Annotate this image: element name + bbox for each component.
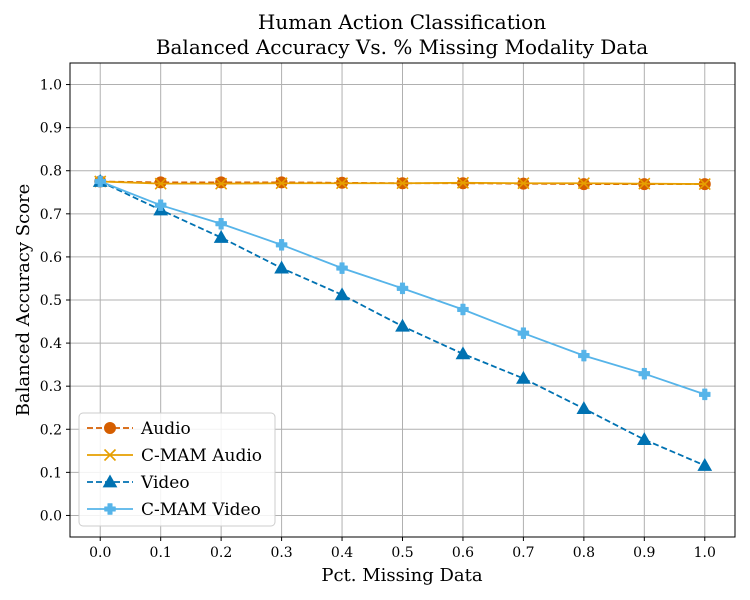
data-point-c-mam-audio bbox=[396, 177, 409, 190]
data-point-video bbox=[213, 230, 229, 243]
data-point-c-mam-video bbox=[275, 239, 288, 251]
data-point-c-mam-audio bbox=[577, 177, 590, 190]
data-point-c-mam-audio bbox=[517, 177, 530, 190]
legend: Audio C-MAM Audio Video C-MAM Video bbox=[78, 412, 276, 527]
legend-swatch-marker bbox=[104, 422, 116, 434]
plot-frame bbox=[69, 62, 736, 538]
data-point-c-mam-video bbox=[396, 282, 409, 295]
x-axis-label: Pct. Missing Data bbox=[321, 565, 483, 586]
data-point-c-mam-video bbox=[457, 303, 469, 316]
legend-item-audio: Audio bbox=[87, 419, 191, 439]
series-c-mam-audio bbox=[94, 175, 711, 191]
x-tick-label: 0.4 bbox=[331, 545, 353, 561]
series-layer bbox=[92, 173, 713, 471]
y-tick-label: 0.3 bbox=[40, 379, 62, 395]
data-point-video bbox=[455, 346, 471, 360]
legend-item-video: Video bbox=[87, 473, 190, 493]
legend-label: C-MAM Audio bbox=[141, 446, 262, 466]
x-tick-label: 0.6 bbox=[452, 545, 474, 561]
data-point-c-mam-audio bbox=[456, 176, 470, 189]
data-point-c-mam-video bbox=[215, 217, 227, 230]
data-point-c-mam-audio bbox=[215, 177, 228, 190]
data-point-video bbox=[636, 432, 652, 445]
legend-label: Audio bbox=[140, 419, 191, 439]
legend-swatch-marker bbox=[104, 503, 116, 515]
data-point-c-mam-video bbox=[517, 327, 530, 339]
y-tick-label: 0.6 bbox=[40, 250, 62, 266]
x-tick-label: 0.3 bbox=[270, 545, 292, 561]
data-point-c-mam-audio bbox=[698, 178, 711, 191]
legend-item-c-mam-audio: C-MAM Audio bbox=[87, 446, 262, 466]
legend-box bbox=[78, 412, 276, 527]
y-tick-label: 0.7 bbox=[40, 207, 62, 223]
data-point-audio bbox=[154, 176, 167, 189]
x-tick-label: 0.8 bbox=[573, 545, 595, 561]
legend-label: C-MAM Video bbox=[141, 500, 261, 520]
data-point-c-mam-video bbox=[94, 175, 106, 188]
x-tick-label: 0.9 bbox=[633, 545, 655, 561]
x-tick-label: 1.0 bbox=[694, 545, 716, 561]
data-point-c-mam-video bbox=[578, 349, 590, 362]
y-tick-label: 1.0 bbox=[40, 78, 62, 94]
data-point-video bbox=[395, 318, 410, 332]
data-point-c-mam-audio bbox=[335, 177, 349, 190]
y-tick-label: 0.2 bbox=[40, 422, 62, 438]
data-point-video bbox=[697, 457, 713, 471]
y-tick-label: 0.8 bbox=[40, 164, 62, 180]
data-point-c-mam-video bbox=[336, 262, 348, 274]
y-axis-label: Balanced Accuracy Score bbox=[13, 184, 34, 417]
data-point-c-mam-video bbox=[154, 199, 167, 211]
data-point-c-mam-video bbox=[638, 367, 651, 380]
x-tick-label: 0.7 bbox=[512, 545, 534, 561]
data-point-video bbox=[334, 287, 350, 301]
data-point-audio bbox=[215, 176, 228, 189]
x-tick-label: 0.1 bbox=[150, 545, 172, 561]
y-tick-label: 0.4 bbox=[40, 336, 62, 352]
x-tick-label: 0.5 bbox=[391, 545, 413, 561]
data-point-video bbox=[516, 370, 531, 384]
data-point-c-mam-audio bbox=[638, 177, 651, 190]
x-tick-label: 0.0 bbox=[89, 545, 111, 561]
series-c-mam-video bbox=[94, 175, 711, 401]
chart-title-line-1: Human Action Classification bbox=[258, 10, 546, 34]
legend-swatch-marker bbox=[102, 474, 118, 488]
axis-ticks: 0.0 0.1 0.2 0.3 0.4 0.5 0.6 0.7 0.8 0.9 1.0 0.0 0.1 0… bbox=[40, 78, 716, 561]
data-point-c-mam-audio bbox=[275, 177, 288, 190]
y-tick-label: 0.5 bbox=[40, 293, 62, 309]
x-tick-label: 0.2 bbox=[210, 545, 232, 561]
y-tick-label: 0.9 bbox=[40, 121, 62, 137]
data-point-video bbox=[274, 260, 289, 274]
legend-label: Video bbox=[140, 473, 190, 493]
chart-title-line-2: Balanced Accuracy Vs. % Missing Modality… bbox=[156, 35, 648, 59]
data-point-c-mam-video bbox=[699, 388, 711, 401]
data-point-c-mam-audio bbox=[154, 177, 167, 190]
legend-swatch-marker bbox=[103, 448, 117, 462]
data-point-video bbox=[576, 401, 592, 414]
legend-item-c-mam-video: C-MAM Video bbox=[87, 500, 261, 520]
y-tick-label: 0.0 bbox=[40, 508, 62, 524]
y-tick-label: 0.1 bbox=[40, 465, 62, 481]
